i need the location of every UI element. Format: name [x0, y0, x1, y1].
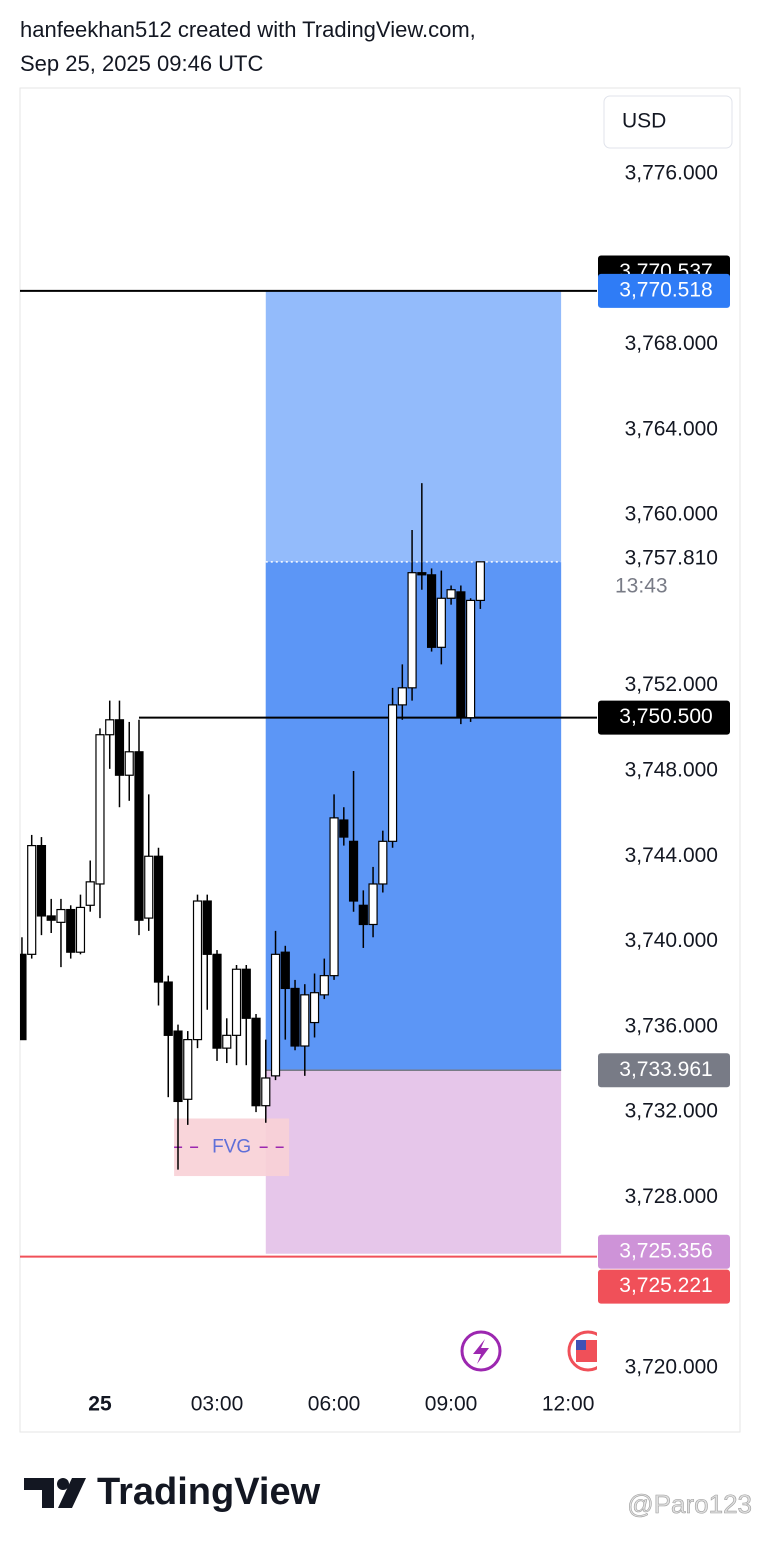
candle-body: [251, 1017, 261, 1107]
currency[interactable]: USD: [622, 110, 666, 133]
header-line: Sep 25, 2025 09:46 UTC: [20, 51, 263, 76]
candle-body: [348, 840, 359, 902]
price-axis: 3,776.000 3,768.000 3,764.000 3,760.000 3,75…: [88, 162, 730, 1416]
candle-body: [300, 994, 310, 1047]
watermark: @Paro123: [627, 1489, 752, 1519]
candle-body: [163, 981, 173, 1036]
candle-body: [426, 574, 437, 648]
y-tick-label: 3,752.000: [625, 673, 718, 696]
header-line: hanfeekhan512 created with TradingView.c…: [20, 17, 476, 42]
candle-body: [183, 1039, 193, 1100]
y-tick-label: 3,760.000: [625, 503, 718, 526]
price-label-bg: [598, 1234, 730, 1269]
y-tick-label: 3,768.000: [625, 332, 718, 355]
candle-body: [378, 840, 388, 885]
candle-body: [261, 1077, 271, 1107]
candle-body: [465, 599, 476, 719]
price-label: 3,725.356: [619, 1239, 712, 1262]
candle-body: [407, 572, 417, 689]
candle-body: [417, 572, 427, 576]
candle-body: [95, 734, 105, 885]
flag-icon[interactable]: [567, 1328, 617, 1374]
candle-body: [66, 908, 76, 953]
candle-body: [309, 992, 320, 1024]
candle-body: [329, 817, 339, 977]
candle-body: [20, 953, 27, 1041]
candle-body: [270, 953, 281, 1077]
y-tick-label: 3,744.000: [625, 844, 718, 867]
candle-body: [212, 953, 222, 1049]
candle-body: [114, 719, 125, 776]
last-price: 3,757.810: [625, 546, 718, 569]
candle-body: [56, 908, 66, 923]
x-tick-label: 25: [88, 1393, 112, 1416]
y-tick-label: 3,736.000: [625, 1014, 718, 1037]
candle-body: [387, 704, 398, 842]
candle-body: [144, 855, 154, 919]
candle-body: [173, 1030, 183, 1103]
candle-body: [319, 975, 329, 996]
brand: TradingView: [97, 1471, 321, 1513]
candle-body: [85, 881, 95, 906]
candle-body: [105, 719, 115, 736]
price-label: 3,725.221: [619, 1274, 712, 1297]
lightning-icon[interactable]: [460, 1330, 502, 1372]
candle-body: [290, 987, 300, 1047]
x-tick-label: 06:00: [308, 1393, 361, 1416]
candle-body: [436, 597, 446, 648]
candle-body: [358, 904, 368, 926]
price-label-bg: [598, 273, 730, 308]
candle-body: [339, 819, 349, 838]
y-tick-label: 3,776.000: [625, 162, 718, 185]
candle-body: [134, 751, 144, 921]
y-tick-label: 3,732.000: [625, 1100, 718, 1123]
countdown: 13:43: [615, 574, 668, 597]
candle-body: [202, 900, 212, 955]
candle-body: [222, 1034, 232, 1049]
candle-body: [46, 915, 56, 921]
candle-body: [446, 589, 456, 599]
candle-body: [192, 900, 203, 1041]
chart-frame: [19, 87, 741, 1433]
candle-body: [153, 855, 164, 983]
x-tick-label: 09:00: [425, 1393, 478, 1416]
candle-body: [368, 883, 378, 926]
plot-area: FVG: [20, 289, 597, 1258]
y-tick-label: 3,740.000: [625, 929, 718, 952]
price-label: 3,733.961: [619, 1058, 712, 1081]
candle-body: [475, 561, 485, 602]
candle-body: [36, 844, 47, 917]
candle-body: [124, 751, 134, 776]
candle-body: [27, 844, 37, 955]
y-tick-label: 3,748.000: [625, 759, 718, 782]
price-label: 3,770.518: [619, 278, 712, 301]
price-label-bg: [598, 700, 730, 735]
y-tick-label: 3,720.000: [625, 1355, 718, 1378]
currency-button[interactable]: [603, 95, 733, 149]
candle-body: [456, 591, 466, 719]
candle-body: [241, 968, 251, 1019]
candle-body: [280, 951, 290, 990]
y-tick-label: 3,764.000: [625, 417, 718, 440]
candle-body: [75, 906, 86, 953]
candle-body: [231, 968, 242, 1036]
price-label-bg: [598, 1053, 730, 1088]
brand-logo: [24, 1478, 86, 1508]
candle-body: [397, 687, 407, 706]
fvg-label: FVG: [212, 1136, 251, 1157]
x-tick-label: 12:00: [542, 1393, 595, 1416]
price-label-bg: [598, 1269, 730, 1304]
stop-zone: [265, 1070, 562, 1254]
y-tick-label: 3,728.000: [625, 1185, 718, 1208]
x-tick-label: 03:00: [191, 1393, 244, 1416]
price-label: 3,750.500: [619, 705, 712, 728]
